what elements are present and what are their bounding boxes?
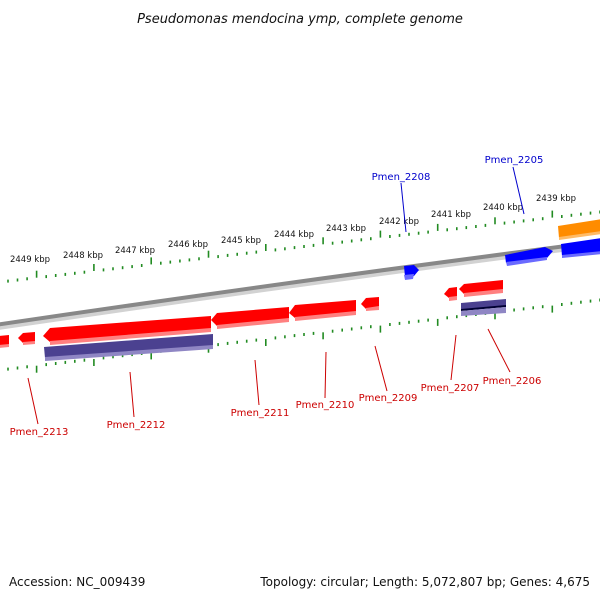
gene-shadow bbox=[295, 311, 356, 321]
gene-shadow bbox=[506, 257, 547, 266]
gene-shadow bbox=[45, 345, 213, 361]
scale-label: 2449 kbp bbox=[10, 255, 50, 265]
gene-shadow bbox=[562, 251, 600, 258]
leader-pmen-2208 bbox=[400, 182, 407, 233]
scale-labels: 2449 kbp 2448 kbp 2447 kbp 2446 kbp 2445… bbox=[10, 194, 576, 265]
gene-shadow bbox=[559, 231, 600, 240]
scale-label: 2447 kbp bbox=[115, 246, 155, 256]
gene-label[interactable]: Pmen_2207 bbox=[421, 383, 480, 394]
gene-pmen-2207[interactable] bbox=[444, 287, 457, 298]
gene-label[interactable]: Pmen_2210 bbox=[296, 400, 355, 411]
gene-label[interactable]: Pmen_2212 bbox=[107, 420, 166, 431]
gene-shadow bbox=[449, 296, 457, 301]
scale-label: 2441 kbp bbox=[431, 210, 471, 220]
gene-shadow bbox=[0, 344, 9, 348]
gene-shadow bbox=[461, 305, 506, 311]
scale-label: 2439 kbp bbox=[536, 194, 576, 204]
gene-label[interactable]: Pmen_2208 bbox=[372, 172, 431, 183]
leader-pmen-2206 bbox=[487, 328, 511, 373]
gene-pmen-2211[interactable] bbox=[211, 307, 289, 326]
leader-pmen-2211 bbox=[254, 359, 260, 406]
leader-pmen-2210 bbox=[324, 351, 327, 399]
gene-shadow bbox=[217, 318, 289, 329]
scale-label: 2448 kbp bbox=[63, 251, 103, 261]
gene-pmen-2213[interactable] bbox=[18, 332, 35, 343]
gene-label[interactable]: Pmen_2205 bbox=[485, 155, 544, 166]
gene-pmen-2212[interactable] bbox=[43, 316, 211, 342]
forward-strand-genes bbox=[404, 219, 600, 280]
outer-scale-ticks bbox=[7, 210, 600, 283]
gene-label[interactable]: Pmen_2213 bbox=[10, 427, 69, 438]
scale-label: 2446 kbp bbox=[168, 240, 208, 250]
gene-pmen-2206-rna[interactable] bbox=[461, 299, 506, 310]
scale-label: 2444 kbp bbox=[274, 230, 314, 240]
genome-backbone bbox=[0, 239, 600, 327]
reverse-strand-genes bbox=[0, 280, 506, 361]
scale-label: 2440 kbp bbox=[483, 203, 523, 213]
gene-shadow bbox=[461, 307, 506, 316]
scale-label: 2443 kbp bbox=[326, 224, 366, 234]
gene-pmen-2214[interactable] bbox=[0, 335, 9, 346]
gene-shadow bbox=[464, 289, 503, 297]
scale-label: 2445 kbp bbox=[221, 236, 261, 246]
leader-pmen-2209 bbox=[374, 345, 388, 392]
gene-shadow bbox=[366, 306, 379, 311]
accession-text: Accession: NC_009439 bbox=[9, 575, 145, 589]
label-leaders bbox=[27, 166, 525, 425]
gene-pmen-2209[interactable] bbox=[361, 297, 379, 309]
gene-pmen-2208[interactable] bbox=[404, 265, 419, 277]
leader-pmen-2212 bbox=[129, 371, 135, 418]
leader-pmen-2207 bbox=[450, 334, 457, 381]
gene-label[interactable]: Pmen_2209 bbox=[359, 393, 418, 404]
scale-label: 2442 kbp bbox=[379, 217, 419, 227]
leader-pmen-2205 bbox=[512, 166, 525, 215]
leader-pmen-2213 bbox=[27, 377, 39, 425]
genome-summary-text: Topology: circular; Length: 5,072,807 bp… bbox=[259, 575, 590, 589]
gene-pmen-2212-rna[interactable] bbox=[44, 334, 213, 358]
gene-shadow bbox=[23, 341, 35, 345]
map-title: Pseudomonas mendocina ymp, complete geno… bbox=[137, 12, 463, 27]
gene-pmen-2205[interactable] bbox=[505, 247, 553, 263]
gene-label[interactable]: Pmen_2211 bbox=[231, 408, 290, 419]
gene-shadow bbox=[404, 274, 414, 280]
gene-label[interactable]: Pmen_2206 bbox=[483, 376, 542, 387]
gene-shadow bbox=[50, 328, 211, 345]
gene-pmen-2204[interactable] bbox=[561, 238, 600, 256]
